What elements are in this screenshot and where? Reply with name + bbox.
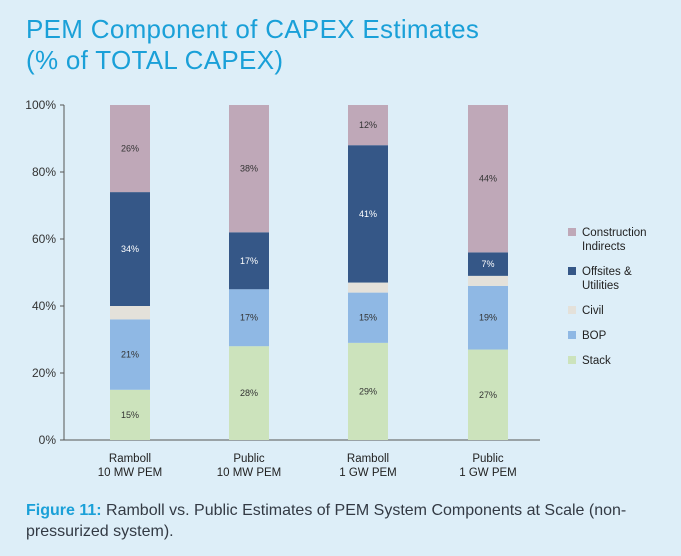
y-tick-label: 100% (25, 98, 56, 112)
data-label: 34% (121, 244, 139, 254)
bar-segment (229, 232, 269, 290)
x-category-label: Public 1 GW PEM (459, 453, 517, 479)
x-category-label: Ramboll 1 GW PEM (339, 453, 397, 479)
data-label: 44% (479, 174, 497, 184)
data-label: 28% (240, 388, 258, 398)
bar-segment (110, 389, 150, 440)
y-tick-label: 80% (32, 165, 56, 179)
bar-segment (468, 275, 508, 286)
figure-caption-number: Figure 11: (26, 502, 102, 519)
legend-label: Offsites & Utilities (582, 266, 632, 292)
x-category-label: Public 10 MW PEM (217, 453, 282, 479)
legend-label: Construction Indirects (582, 227, 647, 253)
data-label: 17% (240, 256, 258, 266)
y-tick-label: 20% (32, 366, 56, 380)
data-label: 12% (359, 120, 377, 130)
legend-label: Stack (582, 355, 611, 367)
y-tick-label: 0% (39, 433, 57, 447)
legend-swatch (568, 331, 576, 339)
y-tick-label: 40% (32, 299, 56, 313)
data-label: 15% (121, 410, 139, 420)
bar-segment (468, 285, 508, 350)
bar-segment (229, 105, 269, 233)
data-label: 29% (359, 386, 377, 396)
y-tick-label: 60% (32, 232, 56, 246)
bar-segment (468, 252, 508, 276)
bar-segment (110, 306, 150, 320)
legend-label: Civil (582, 305, 604, 317)
figure-caption-text: Ramboll vs. Public Estimates of PEM Syst… (26, 502, 627, 540)
data-label: 21% (121, 350, 139, 360)
bar-segment (229, 289, 269, 347)
bar-segment (229, 346, 269, 440)
legend-swatch (568, 267, 576, 275)
bar-segment (468, 349, 508, 440)
data-label: 17% (240, 313, 258, 323)
legend-swatch (568, 306, 576, 314)
bar-segment (468, 105, 508, 253)
data-label: 26% (121, 144, 139, 154)
bar-segment (110, 319, 150, 390)
bar-segment (348, 145, 388, 283)
data-label: 38% (240, 164, 258, 174)
bar-segment (110, 192, 150, 306)
legend-swatch (568, 356, 576, 364)
stacked-bar-chart: 0% 20% 40% 60% 80% 100% 15% 21% 34% 26% Ramboll 10 … (25, 98, 647, 479)
figure-caption: Figure 11: Ramboll vs. Public Estimates … (26, 500, 656, 542)
bar-segment (348, 342, 388, 440)
bar-segment (348, 292, 388, 343)
data-label: 27% (479, 390, 497, 400)
legend-label: BOP (582, 330, 607, 342)
chart-title-line2: (% of TOTAL CAPEX) (26, 45, 284, 75)
data-label: 41% (359, 209, 377, 219)
bar-segment (110, 105, 150, 193)
data-label: 7% (481, 259, 494, 269)
bar-segment (348, 105, 388, 146)
data-label: 19% (479, 313, 497, 323)
bar-segment (348, 282, 388, 293)
legend-swatch (568, 228, 576, 236)
chart-title-line1: PEM Component of CAPEX Estimates (26, 14, 480, 44)
x-category-label: Ramboll 10 MW PEM (98, 453, 163, 479)
chart-title: PEM Component of CAPEX Estimates (% of T… (26, 14, 479, 76)
data-label: 15% (359, 313, 377, 323)
